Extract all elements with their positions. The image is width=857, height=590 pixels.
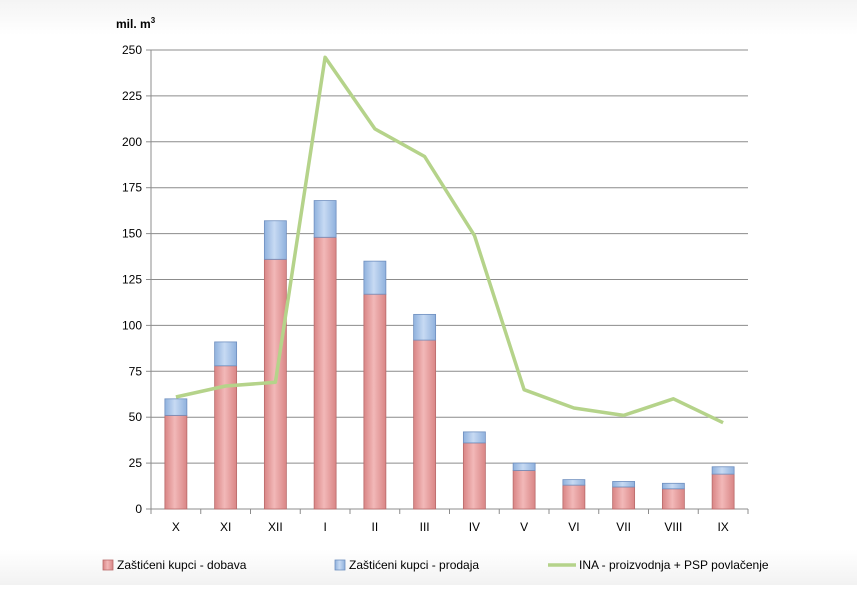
y-tick-label: 100 <box>122 318 142 332</box>
x-tick-label: XI <box>220 520 231 534</box>
x-tick-label: VII <box>616 520 631 534</box>
legend-label-prodaja: Zaštićeni kupci - prodaja <box>349 558 479 572</box>
bar-dobava <box>413 339 437 510</box>
legend: Zaštićeni kupci - dobava Zaštićeni kupci… <box>102 558 769 572</box>
bar-prodaja <box>562 479 586 486</box>
bar-dobava <box>661 488 685 510</box>
bar-prodaja <box>413 313 437 341</box>
y-tick-label: 50 <box>129 410 143 424</box>
y-tick-label: 250 <box>122 43 142 57</box>
bar-prodaja <box>462 431 486 444</box>
bar-prodaja <box>164 398 188 416</box>
y-unit-text: mil. m <box>116 17 151 31</box>
legend-label-ina: INA - proizvodnja + PSP povlačenje <box>579 558 769 572</box>
bar-prodaja <box>263 220 287 260</box>
line-ina <box>175 55 724 425</box>
x-tick-label: VI <box>568 520 579 534</box>
x-tick-label: VIII <box>664 520 682 534</box>
y-tick-label: 175 <box>122 181 142 195</box>
y-tick-label: 125 <box>122 273 142 287</box>
y-tick-label: 0 <box>135 502 142 516</box>
bar-prodaja <box>711 466 735 475</box>
bar-dobava <box>313 236 337 510</box>
x-tick-label: V <box>520 520 528 534</box>
x-tick-label: IX <box>717 520 728 534</box>
y-tick-label: 225 <box>122 89 142 103</box>
x-tick-label: I <box>323 520 326 534</box>
bar-prodaja <box>214 341 238 367</box>
x-tick-label: XII <box>268 520 283 534</box>
bar-dobava <box>512 470 536 510</box>
x-axis: X XI XII I II III IV V VI VII VIII IX <box>150 509 749 534</box>
gridlines <box>151 49 748 510</box>
y-unit-superscript: 3 <box>151 16 156 25</box>
x-tick-label: IV <box>469 520 480 534</box>
y-unit-label: mil. m3 <box>116 16 156 31</box>
bar-prodaja <box>313 200 337 238</box>
bar-dobava <box>462 442 486 510</box>
y-tick-label: 200 <box>122 135 142 149</box>
bar-dobava <box>562 484 586 510</box>
bar-dobava <box>612 486 636 510</box>
bar-prodaja <box>512 462 536 471</box>
bar-prodaja <box>363 260 387 295</box>
x-tick-label: II <box>372 520 379 534</box>
legend-label-dobava: Zaštićeni kupci - dobava <box>117 558 247 572</box>
bar-dobava <box>164 414 188 510</box>
bar-dobava <box>363 293 387 510</box>
bars <box>164 200 735 510</box>
x-tick-label: X <box>172 520 180 534</box>
legend-swatch-prodaja <box>334 559 346 571</box>
bar-dobava <box>711 473 735 510</box>
y-tick-label: 75 <box>129 364 143 378</box>
bar-prodaja <box>661 482 685 490</box>
x-tick-label: III <box>420 520 430 534</box>
y-axis: 0 25 50 75 100 125 150 175 200 225 250 <box>122 43 152 516</box>
y-tick-label: 150 <box>122 227 142 241</box>
y-tick-label: 25 <box>129 456 143 470</box>
legend-swatch-dobava <box>102 559 114 571</box>
bar-prodaja <box>612 481 636 488</box>
line-series <box>175 55 724 425</box>
